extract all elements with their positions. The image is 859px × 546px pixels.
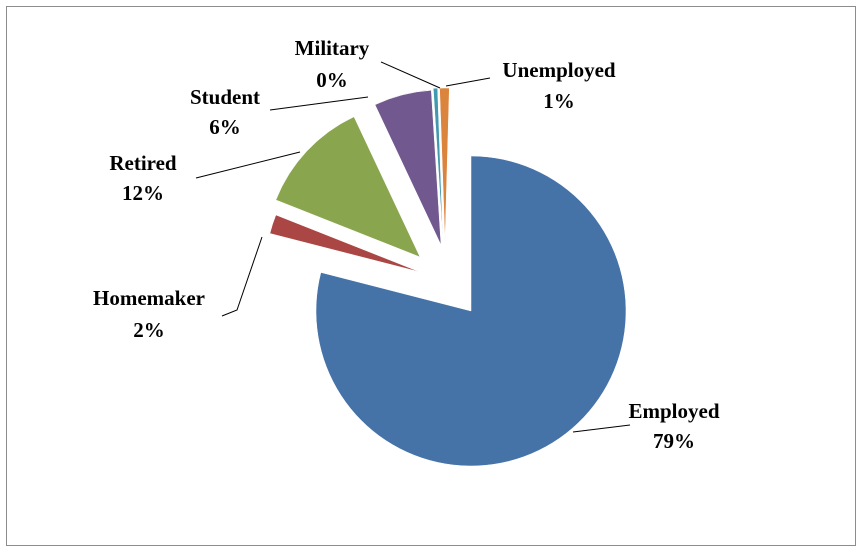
slice-label-homemaker: Homemaker (93, 286, 205, 310)
pie-slice-homemaker (269, 214, 421, 273)
slice-label-retired: Retired (109, 151, 177, 175)
leader-line-unemployed (445, 77, 491, 87)
slice-value-retired: 12% (122, 181, 164, 205)
slice-label-military: Military (295, 36, 370, 60)
slice-label-employed: Employed (628, 399, 719, 423)
pie-slice-military (433, 87, 444, 244)
slice-value-military: 0% (316, 68, 348, 92)
pie-slice-employed (315, 155, 627, 467)
slice-value-employed: 79% (653, 429, 695, 453)
slice-value-student: 6% (209, 115, 241, 139)
leader-line-student (269, 96, 369, 111)
pie-slice-retired (275, 116, 421, 258)
slice-value-homemaker: 2% (133, 318, 165, 342)
leader-line-retired (195, 151, 301, 179)
pie-chart: Employed 79% Homemaker 2% Retired 12% Student 6… (93, 36, 720, 467)
slice-label-unemployed: Unemployed (502, 58, 615, 82)
leader-line-military (380, 61, 441, 89)
leader-line-homemaker (221, 236, 263, 317)
slice-value-unemployed: 1% (543, 89, 575, 113)
slice-label-student: Student (190, 85, 260, 109)
leader-line-employed (572, 424, 631, 433)
pie-slice-student (374, 90, 442, 246)
pie-slice-unemployed (439, 87, 450, 244)
